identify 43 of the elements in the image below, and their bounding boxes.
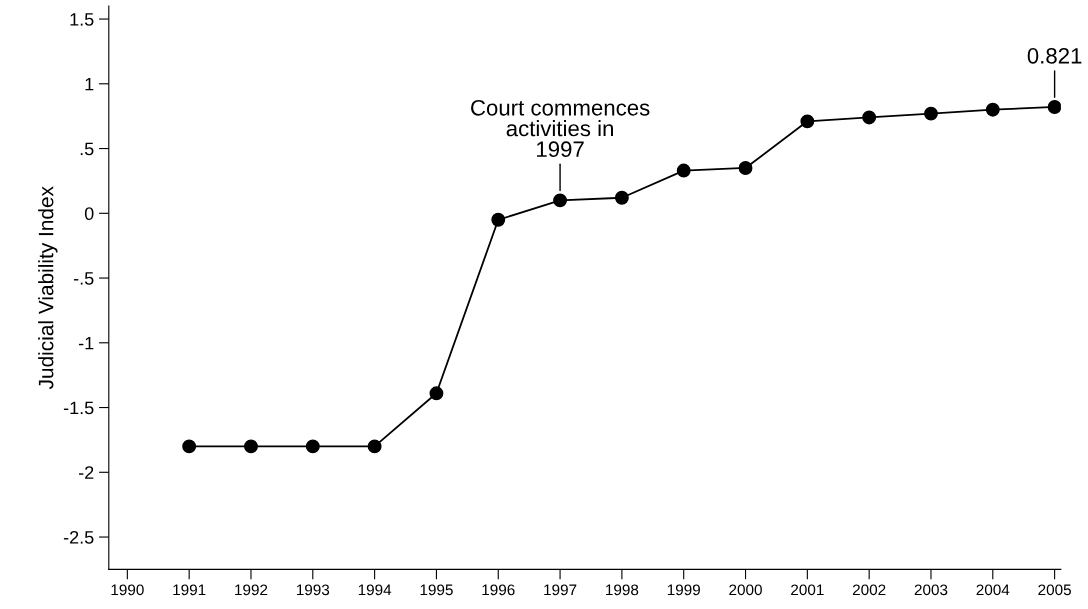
y-tick-label: -2.5 (63, 530, 94, 544)
x-tick-label: 2000 (729, 584, 762, 596)
point (985, 102, 1000, 117)
x-tick-label: 1996 (482, 584, 515, 596)
x-tick-label: 2001 (791, 584, 824, 596)
point (1047, 100, 1061, 114)
point (367, 439, 382, 454)
point (862, 110, 877, 125)
point (305, 439, 320, 454)
y-tick-label: -2 (78, 466, 94, 479)
y-tick-label: 1 (85, 77, 94, 91)
point (924, 106, 938, 121)
y-tick-label: 0 (84, 207, 94, 221)
x-tick-label: 1991 (173, 584, 206, 596)
y-tick-label: 1.5 (70, 13, 94, 26)
x-tick-label: 2003 (914, 584, 948, 596)
x-tick-label: 1993 (296, 584, 330, 596)
x-tick-label: 2005 (1038, 584, 1071, 596)
point (553, 193, 568, 208)
x-tick-label: 1997 (544, 584, 577, 596)
annotation: Court commences activities in 1997 (471, 99, 650, 158)
point (614, 190, 629, 205)
point (676, 163, 691, 178)
x-tick-label: 1992 (235, 584, 268, 596)
x-tick-label: 1995 (420, 584, 453, 596)
x-tick-label: 1990 (111, 584, 144, 596)
point (491, 212, 506, 227)
x-tick-label: 1998 (606, 584, 639, 596)
y-tick-label: -1.5 (63, 401, 94, 415)
x-tick-label: 1999 (667, 584, 700, 596)
point (800, 114, 815, 129)
y-axis-title: Judicial Viability Index (38, 186, 58, 390)
y-tick-label: -.5 (73, 272, 94, 285)
point (429, 386, 444, 401)
x-tick-label: 2004 (976, 584, 1010, 596)
point (182, 439, 197, 454)
y-tick-label: -1 (78, 336, 94, 350)
point (738, 161, 753, 175)
x-tick-label: 1994 (358, 584, 392, 596)
y-tick-label: .5 (80, 142, 94, 156)
point (244, 439, 258, 454)
x-tick-label: 2002 (852, 584, 886, 596)
annotation: 0.821 (1027, 47, 1082, 64)
